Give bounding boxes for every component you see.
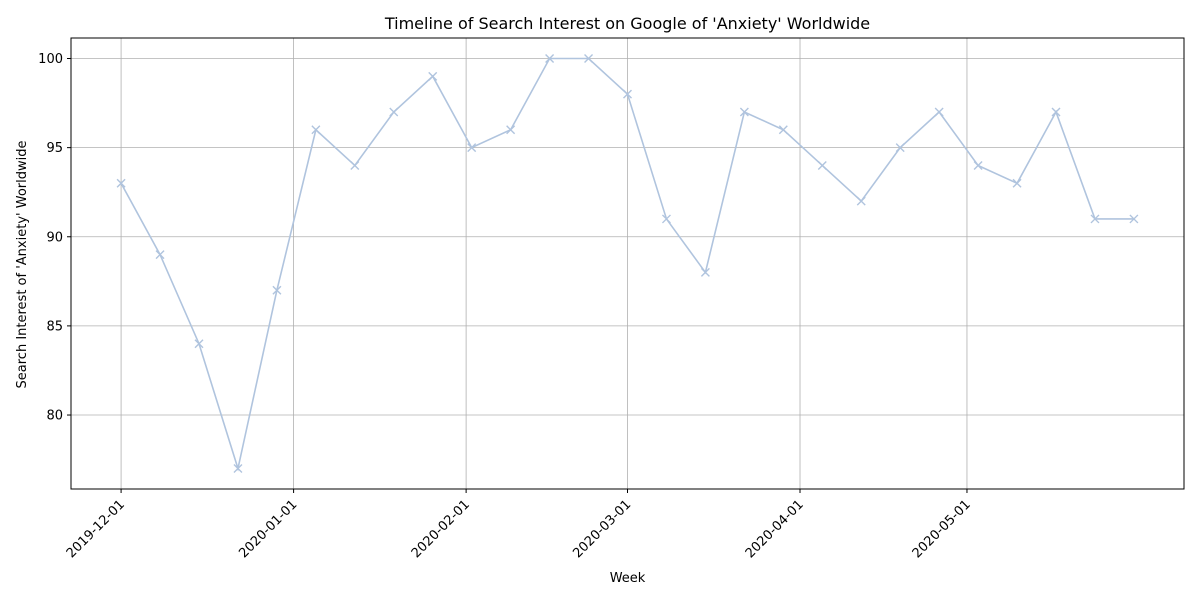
- x-axis-label: Week: [610, 571, 646, 586]
- data-point: [116, 178, 126, 188]
- y-tick-label: 95: [46, 141, 63, 156]
- data-point: [623, 89, 632, 99]
- data-point: [1051, 107, 1061, 117]
- data-point: [1090, 214, 1100, 224]
- data-point: [506, 125, 516, 135]
- y-tick-label: 85: [46, 319, 63, 334]
- data-point: [934, 107, 944, 117]
- x-tick-label: 2019-12-01: [64, 497, 128, 561]
- data-point: [389, 107, 399, 117]
- data-point: [1129, 214, 1139, 224]
- y-tick-label: 100: [38, 52, 63, 67]
- data-point: [700, 267, 710, 277]
- y-axis-label: Search Interest of 'Anxiety' Worldwide: [15, 141, 30, 389]
- data-point: [155, 250, 165, 260]
- data-point: [311, 125, 321, 135]
- chart-title: Timeline of Search Interest on Google of…: [384, 14, 870, 33]
- data-point: [661, 214, 671, 224]
- data-point: [739, 107, 749, 117]
- y-tick-label: 80: [46, 409, 63, 424]
- series-layer: [116, 54, 1139, 473]
- data-point: [817, 160, 827, 170]
- data-point: [350, 160, 360, 170]
- x-tick-label: 2020-05-01: [910, 497, 974, 561]
- data-point: [584, 54, 594, 63]
- data-point: [856, 196, 866, 206]
- data-point: [778, 125, 788, 135]
- x-tick-label: 2020-03-01: [570, 497, 634, 561]
- data-point: [194, 339, 204, 349]
- x-tick-label: 2020-04-01: [743, 497, 807, 561]
- data-point: [895, 143, 905, 153]
- x-tick-label: 2020-01-01: [236, 497, 300, 561]
- data-point: [272, 285, 282, 295]
- data-point: [428, 71, 438, 81]
- data-point: [233, 464, 243, 473]
- data-point: [1012, 178, 1022, 188]
- data-point: [973, 160, 983, 170]
- x-tick-label: 2020-02-01: [409, 497, 473, 561]
- y-tick-label: 90: [46, 230, 63, 245]
- data-point: [545, 54, 555, 63]
- tick-layer: 80 85 90 95 100 2019-12-01 2020-01-01 2020-02-0…: [38, 52, 974, 561]
- data-point: [467, 143, 477, 153]
- grid: [71, 38, 1184, 489]
